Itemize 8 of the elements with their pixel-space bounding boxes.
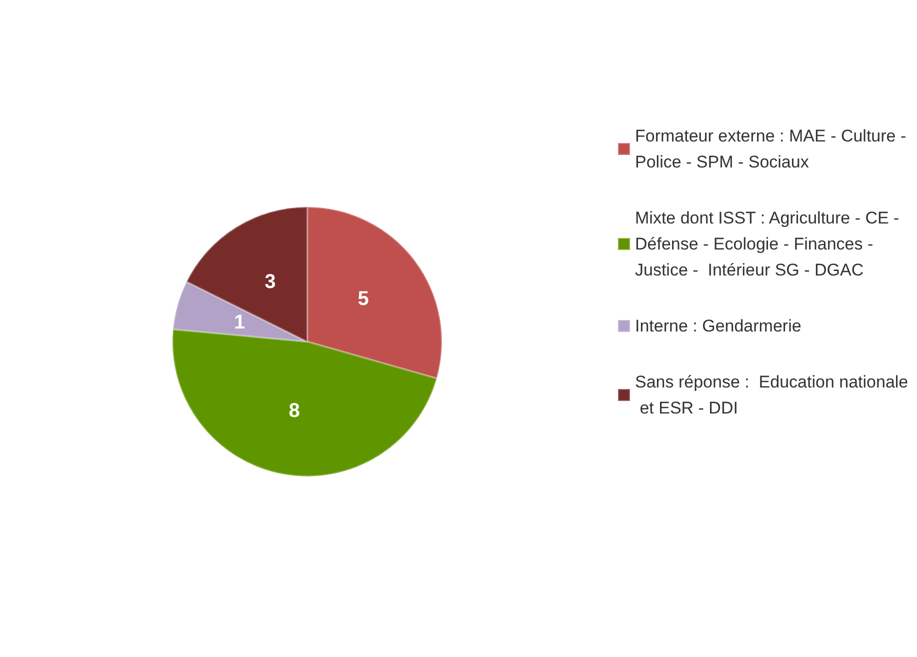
legend-label: Sans réponse : Education nationale et ESR - DDI bbox=[635, 372, 908, 418]
data-label: 1 bbox=[234, 311, 246, 334]
data-label: 8 bbox=[288, 400, 300, 422]
legend-label: Interne : Gendarmerie bbox=[635, 316, 802, 336]
legend-label: Mixte dont ISST : Agriculture - CE - Défense - Ecologie - Finances - Justice - Intérieur SG - DGAC bbox=[635, 208, 904, 280]
legend-label: Formateur externe : MAE - Culture - Police - SPM - Sociaux bbox=[635, 126, 911, 172]
data-label: 5 bbox=[358, 288, 369, 310]
data-label: 3 bbox=[264, 270, 276, 293]
